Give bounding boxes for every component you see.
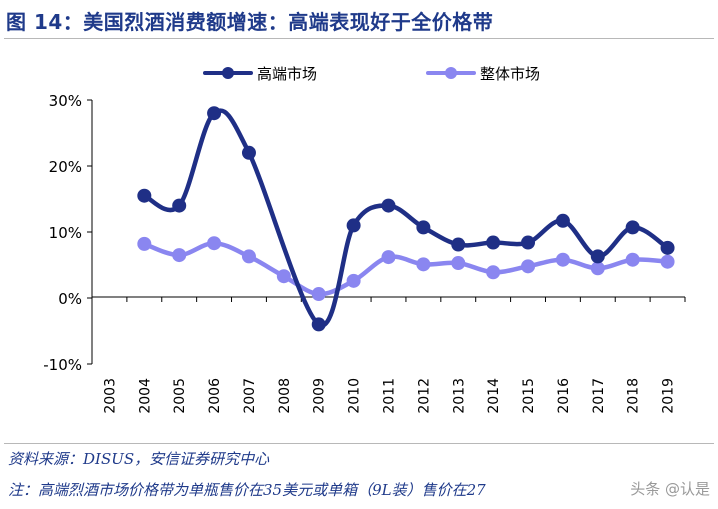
y-tick-label: -10%: [43, 356, 82, 374]
data-point-1-2005: [172, 248, 187, 263]
legend-entry-overall: 整体市场: [426, 65, 540, 83]
series-line-1: [142, 240, 670, 297]
footnote: 注：高端烈酒市场价格带为单瓶售价在35美元或单箱（9L装）售价在27: [8, 481, 486, 499]
x-tick-label: 2006: [207, 378, 223, 414]
y-tick-label: 0%: [58, 290, 82, 308]
series-1: [137, 236, 675, 302]
x-tick-label: 2009: [312, 378, 328, 414]
data-point-0-2019: [660, 240, 675, 255]
data-point-1-2016: [555, 252, 570, 267]
source-note: 资料来源：DISUS，安信证券研究中心: [8, 450, 270, 468]
y-axis: 30% 20% 10% 0% -10%: [43, 92, 93, 374]
data-point-1-2014: [486, 265, 501, 280]
data-point-0-2013: [451, 237, 466, 252]
x-axis: 2003 2004 2005 2006 2007 2008 2009 2010 2011 2012…: [91, 296, 686, 414]
y-tick-label: 30%: [49, 92, 82, 110]
figure-header: 图 14：美国烈酒消费额增速：高端表现好于全价格带: [0, 0, 718, 40]
data-point-1-2017: [590, 261, 605, 276]
data-point-1-2008: [276, 269, 291, 284]
y-tick-label: 20%: [49, 158, 82, 176]
x-tick-label: 2007: [242, 378, 258, 414]
data-point-0-2017: [590, 249, 605, 264]
series-layer: [137, 106, 675, 332]
x-tick-label: 2017: [591, 378, 607, 414]
data-point-0-2015: [521, 235, 536, 250]
data-point-1-2010: [346, 273, 361, 288]
x-tick-label: 2011: [382, 378, 398, 414]
header-divider: [4, 38, 714, 39]
legend-marker-overall: [445, 67, 457, 79]
data-point-1-2015: [521, 259, 536, 274]
data-point-0-2016: [555, 213, 570, 228]
x-tick-label: 2015: [521, 378, 537, 414]
data-point-0-2011: [381, 198, 396, 213]
data-point-0-2018: [625, 220, 640, 235]
data-point-0-2007: [241, 145, 256, 160]
x-tick-label: 2014: [486, 378, 502, 414]
data-point-0-2012: [416, 220, 431, 235]
data-point-1-2004: [137, 236, 152, 251]
data-point-0-2009: [311, 317, 326, 332]
data-point-0-2010: [346, 218, 361, 233]
legend-label-high-end: 高端市场: [257, 65, 317, 83]
watermark: 头条 @认是: [630, 480, 710, 498]
data-point-1-2018: [625, 252, 640, 267]
y-tick-label: 10%: [49, 224, 82, 242]
data-point-0-2005: [172, 198, 187, 213]
data-point-1-2006: [207, 236, 222, 251]
line-chart: 高端市场 整体市场 30%20%10%0%-10% 2003 2004 2005 20…: [43, 65, 686, 414]
data-point-0-2014: [486, 235, 501, 250]
legend-marker-high-end: [222, 67, 234, 79]
series-line-0: [142, 108, 670, 328]
x-tick-label: 2010: [347, 378, 363, 414]
x-tick-label: 2018: [626, 378, 642, 414]
x-tick-label: 2016: [556, 378, 572, 414]
chart-legend: 高端市场 整体市场: [203, 65, 540, 83]
data-point-0-2006: [207, 106, 222, 121]
x-tick-label: 2019: [661, 378, 677, 414]
data-point-1-2011: [381, 250, 396, 265]
footer-divider: [4, 443, 714, 444]
data-point-1-2019: [660, 254, 675, 269]
series-0: [137, 106, 675, 332]
data-point-0-2004: [137, 188, 152, 203]
data-point-1-2007: [241, 249, 256, 264]
legend-label-overall: 整体市场: [480, 65, 540, 83]
x-tick-label: 2003: [102, 378, 118, 414]
legend-entry-high-end: 高端市场: [203, 65, 317, 83]
x-tick-label: 2013: [451, 378, 467, 414]
x-tick-label: 2005: [172, 378, 188, 414]
data-point-1-2013: [451, 256, 466, 271]
data-point-1-2012: [416, 257, 431, 272]
x-tick-label: 2012: [416, 378, 432, 414]
x-tick-label: 2008: [277, 378, 293, 414]
data-point-1-2009: [311, 287, 326, 302]
figure-title: 图 14：美国烈酒消费额增速：高端表现好于全价格带: [6, 10, 494, 34]
x-tick-label: 2004: [137, 378, 153, 414]
